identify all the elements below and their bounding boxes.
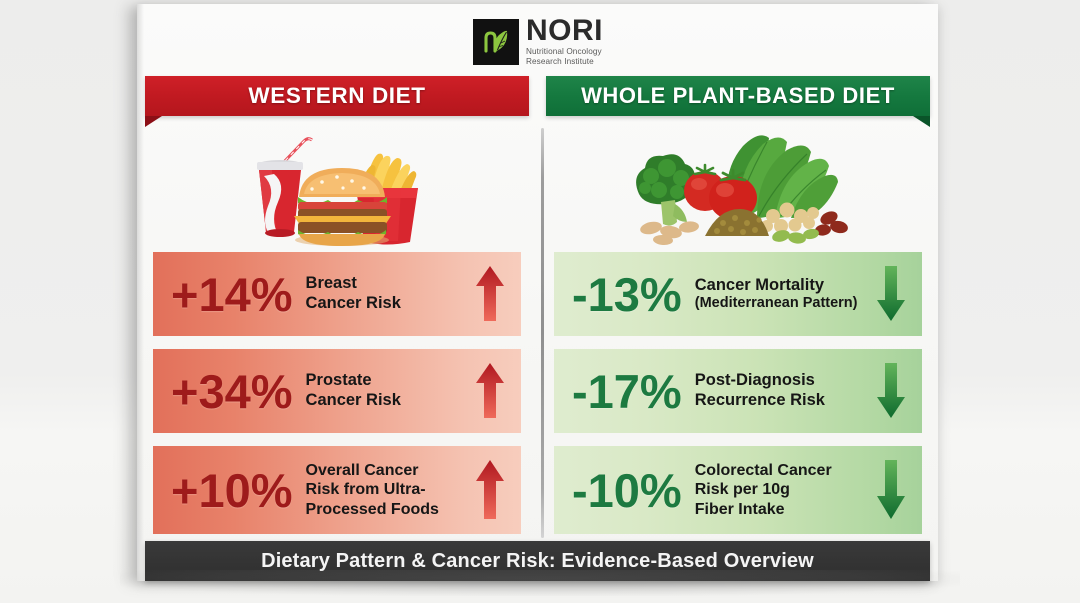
stat-bar-plant-1: -13% Cancer Mortality (Mediterranean Pat…: [554, 252, 922, 336]
arrow-down-icon: [874, 361, 908, 421]
column-western-diet: WESTERN DIET: [145, 76, 529, 547]
stat-bars-western: +14% Breast Cancer Risk: [145, 252, 529, 534]
stat-label-line: Cancer Mortality: [694, 275, 825, 294]
stat-bar-plant-3: -10% Colorectal Cancer Risk per 10g Fibe…: [554, 446, 922, 534]
stat-bar-western-3: +10% Overall Cancer Risk from Ultra- Pro…: [153, 446, 521, 534]
infographic-poster: NORI Nutritional Oncology Research Insti…: [137, 4, 938, 581]
nori-leaf-logo-icon: [473, 18, 519, 65]
stat-bar-western-1: +14% Breast Cancer Risk: [153, 252, 521, 336]
stat-label-line: Processed Foods: [305, 500, 439, 518]
stat-label-line: Risk per 10g: [694, 481, 790, 499]
arrow-up-icon: [473, 264, 507, 324]
nori-logo-tagline: Nutritional Oncology Research Institute: [526, 47, 603, 67]
stat-value: +10%: [171, 463, 293, 517]
stat-bar-western-2: +34% Prostate Cancer Risk: [153, 349, 521, 433]
column-plant-based-diet: WHOLE PLANT-BASED DIET: [546, 76, 930, 547]
stat-label: Breast Cancer Risk: [306, 274, 469, 313]
stat-label-line: Fiber Intake: [694, 500, 785, 518]
stat-label-line: Overall Cancer: [305, 462, 419, 480]
stat-label-line: Prostate: [305, 371, 372, 390]
stat-label-line: Breast: [305, 274, 357, 293]
fresh-vegetables-legumes-icon: [546, 128, 930, 246]
banner-plant-based-diet-body: [546, 76, 930, 116]
arrow-down-icon: [874, 458, 908, 522]
stat-bars-plant: -13% Cancer Mortality (Mediterranean Pat…: [546, 252, 930, 534]
stat-label-line: Colorectal Cancer: [694, 462, 832, 480]
stat-label-line: Cancer Risk: [305, 294, 401, 312]
nori-logo-tagline-line1: Nutritional Oncology: [526, 46, 602, 56]
stat-label: Overall Cancer Risk from Ultra- Processe…: [306, 461, 469, 518]
column-divider: [541, 128, 544, 538]
stat-label-line: Risk from Ultra-: [305, 481, 426, 499]
arrow-up-icon: [473, 361, 507, 421]
footer-caption-text: Dietary Pattern & Cancer Risk: Evidence-…: [261, 549, 814, 572]
banner-western-diet-body: [145, 76, 529, 116]
banner-plant-based-diet-label: WHOLE PLANT-BASED DIET: [581, 83, 895, 108]
banner-western-diet-label: WESTERN DIET: [248, 83, 426, 108]
stat-value: +34%: [171, 364, 293, 418]
banner-plant-based-diet: WHOLE PLANT-BASED DIET: [546, 76, 930, 127]
stat-label-sub: (Mediterranean Pattern): [694, 295, 858, 312]
stat-label: Prostate Cancer Risk: [306, 371, 469, 410]
stat-value: +14%: [171, 267, 293, 321]
stat-label-line: Cancer Risk: [305, 391, 401, 409]
banner-plant-based-diet-fold: [913, 116, 930, 127]
stat-value: -17%: [572, 364, 682, 418]
stat-value: -13%: [572, 267, 682, 321]
stat-bar-plant-2: -17% Post-Diagnosis Recurrence Risk: [554, 349, 922, 433]
stat-label: Cancer Mortality (Mediterranean Pattern): [695, 276, 870, 313]
stat-label: Post-Diagnosis Recurrence Risk: [695, 371, 870, 410]
nori-logo: NORI Nutritional Oncology Research Insti…: [473, 14, 603, 67]
nori-logo-text: NORI Nutritional Oncology Research Insti…: [526, 14, 603, 67]
banner-western-diet: WESTERN DIET: [145, 76, 529, 127]
stat-label-line: Recurrence Risk: [694, 391, 825, 409]
stat-value: -10%: [572, 463, 682, 517]
arrow-down-icon: [874, 264, 908, 324]
arrow-up-icon: [473, 458, 507, 522]
stat-label: Colorectal Cancer Risk per 10g Fiber Int…: [695, 461, 870, 518]
nori-logo-name: NORI: [526, 14, 603, 47]
nori-logo-tagline-line2: Research Institute: [526, 56, 594, 66]
banner-western-diet-fold: [145, 116, 162, 127]
footer-caption-bar: Dietary Pattern & Cancer Risk: Evidence-…: [145, 541, 930, 581]
stat-label-line: Post-Diagnosis: [694, 371, 815, 390]
fast-food-burger-fries-soda-icon: [145, 128, 529, 246]
